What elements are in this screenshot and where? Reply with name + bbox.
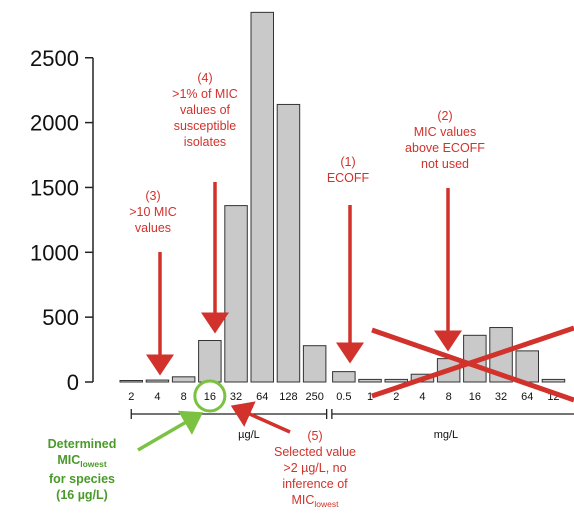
y-tick-label-2500: 2500 [30, 46, 79, 71]
bar-mg-l-12 [541, 378, 566, 383]
arrow-to-mic-lowest [137, 410, 204, 452]
x-tick-label-mg-l-8: 8 [446, 391, 452, 403]
x-tick-label-mg-l-16: 16 [469, 391, 481, 403]
x-tick-label-mg-l-0-5: 0.5 [336, 391, 351, 403]
bar-mg-l-1 [358, 378, 382, 383]
y-axis: 0 500 1000 1500 2000 2500 [30, 46, 94, 395]
x-tick-label-g-l-8: 8 [181, 391, 187, 403]
y-tick-label-500: 500 [42, 305, 79, 330]
annotation-ann1: (1) ECOFF [327, 155, 370, 185]
y-tick-label-1500: 1500 [30, 175, 79, 200]
x-tick-label-mg-l-2: 2 [393, 391, 399, 403]
bar-mg-l-2 [384, 378, 408, 383]
arrow-to-selected-value [230, 401, 291, 434]
annotation-ann3: (3) >10 MIC values [129, 189, 177, 235]
bar-mg-l-0-5 [332, 371, 356, 383]
annotation-ann4: (4) >1% of MIC values of susceptible isolate… [172, 71, 238, 149]
unit-label-mg-l: mg/L [434, 429, 458, 441]
x-tick-label-g-l-16: 16 [204, 391, 216, 403]
bar-mg-l-64 [515, 350, 539, 383]
highlight-circle-16 [193, 379, 227, 413]
cross-out-line-1 [371, 327, 574, 403]
x-tick-label-g-l-2: 2 [128, 391, 134, 403]
unit-label-g-l: µg/L [238, 429, 260, 441]
bar-g-l-2 [119, 380, 143, 383]
bar-g-l-32 [224, 205, 248, 383]
y-tick-label-0: 0 [67, 370, 79, 395]
x-tick-label-g-l-64: 64 [256, 391, 268, 403]
cross-out-line-2 [371, 325, 574, 399]
x-tick-label-g-l-32: 32 [230, 391, 242, 403]
x-tick-label-g-l-128: 128 [279, 391, 297, 403]
bar-g-l-128 [276, 103, 301, 383]
y-tick-label-2000: 2000 [30, 111, 79, 136]
annotation-ann5: (5) Selected value >2 µg/L, no inference of… [274, 429, 356, 509]
annotation-layer: (1) ECOFF (2) MIC values above ECOFF not used… [48, 71, 574, 509]
bar-g-l-16 [198, 339, 222, 383]
bar-g-l-250 [302, 345, 327, 383]
annotation-ann2: (2) MIC values above ECOFF not used [405, 109, 485, 171]
x-tick-label-g-l-250: 250 [305, 391, 323, 403]
x-tick-label-mg-l-1: 1 [367, 391, 373, 403]
bar-g-l-8 [171, 376, 196, 383]
x-tick-label-mg-l-64: 64 [521, 391, 533, 403]
bars-layer [119, 11, 566, 383]
annotation-ann_green: Determined MIClowest for species (16 µg/L) [48, 437, 117, 502]
bar-g-l-4 [145, 379, 170, 383]
x-tick-label-mg-l-4: 4 [419, 391, 425, 403]
y-tick-label-1000: 1000 [30, 240, 79, 265]
x-tick-label-g-l-4: 4 [154, 391, 160, 403]
x-tick-label-mg-l-32: 32 [495, 391, 507, 403]
bar-g-l-64 [250, 11, 274, 383]
